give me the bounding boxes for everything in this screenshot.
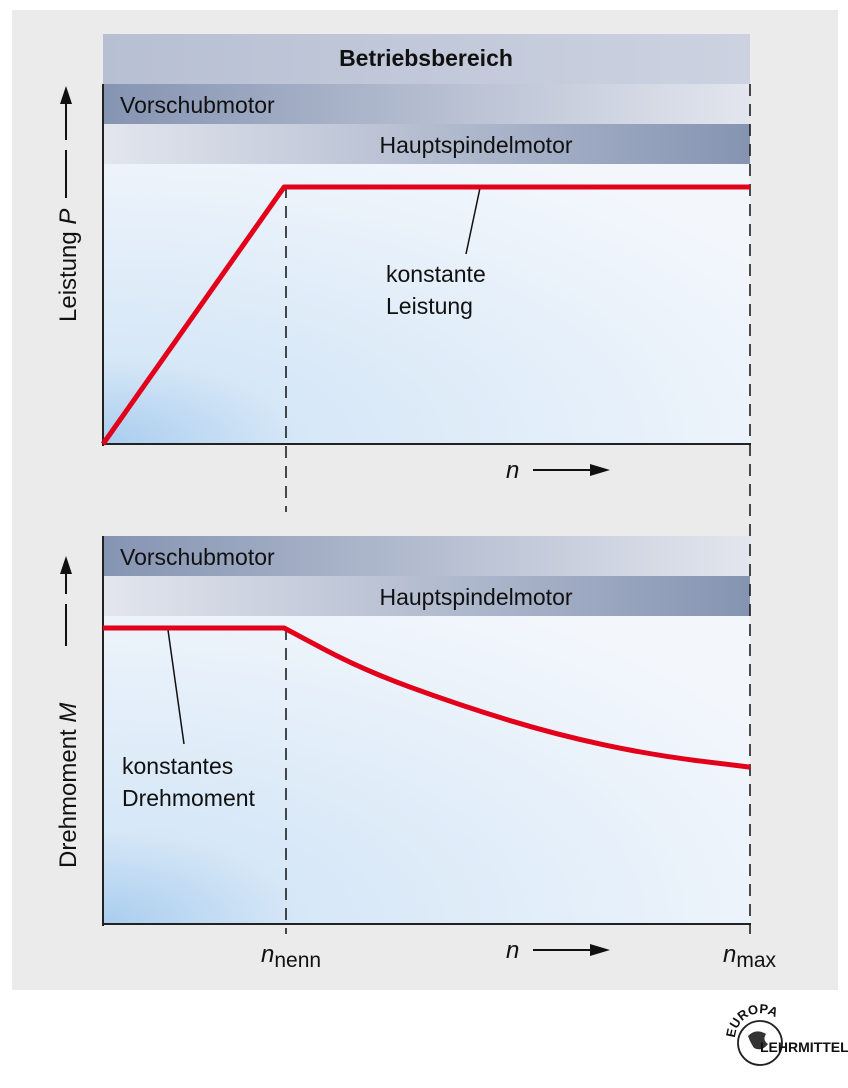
torque-x-label: n	[506, 937, 519, 964]
torque-annotation-line1: konstantes	[122, 753, 233, 779]
n-nenn-label: nnenn	[261, 941, 321, 972]
torque-annotation-leader	[167, 629, 185, 745]
power-annotation-line1: konstante	[386, 261, 486, 287]
logo-text-bottom: LEHRMITTEL	[760, 1039, 848, 1055]
power-curve	[100, 184, 750, 446]
globe-icon	[737, 1020, 783, 1066]
band-hauptspindel-top	[103, 124, 750, 164]
torque-x-arrow-head	[590, 944, 610, 956]
band-vorschub-bottom	[103, 536, 750, 576]
band-hauptspindel-top-label: Hauptspindelmotor	[379, 132, 572, 158]
power-annotation-line2: Leistung	[386, 293, 473, 319]
torque-y-arrow-head	[60, 556, 72, 574]
globe-continents-icon	[748, 1031, 768, 1050]
power-annotation-leader	[465, 187, 481, 255]
band-vorschub-top	[103, 84, 750, 124]
europa-lehrmittel-logo: EUROPA LEHRMITTEL	[723, 1001, 848, 1066]
header-band	[103, 34, 750, 84]
band-vorschub-top-label: Vorschubmotor	[120, 92, 275, 118]
band-vorschub-bottom-label: Vorschubmotor	[120, 544, 275, 570]
power-x-label: n	[506, 457, 519, 484]
torque-curve	[103, 625, 751, 770]
power-plot-area	[103, 164, 750, 444]
torque-y-label: Drehmoment M	[55, 703, 82, 868]
torque-plot-area	[103, 616, 750, 924]
band-hauptspindel-bottom	[103, 576, 750, 616]
band-hauptspindel-bottom-label: Hauptspindelmotor	[379, 584, 572, 610]
n-max-label: nmax	[723, 941, 777, 972]
power-y-label: Leistung P	[55, 209, 82, 322]
power-y-arrow-head	[60, 86, 72, 104]
power-x-arrow-head	[590, 464, 610, 476]
header-title: Betriebsbereich	[339, 45, 513, 71]
torque-annotation-line2: Drehmoment	[122, 785, 256, 811]
